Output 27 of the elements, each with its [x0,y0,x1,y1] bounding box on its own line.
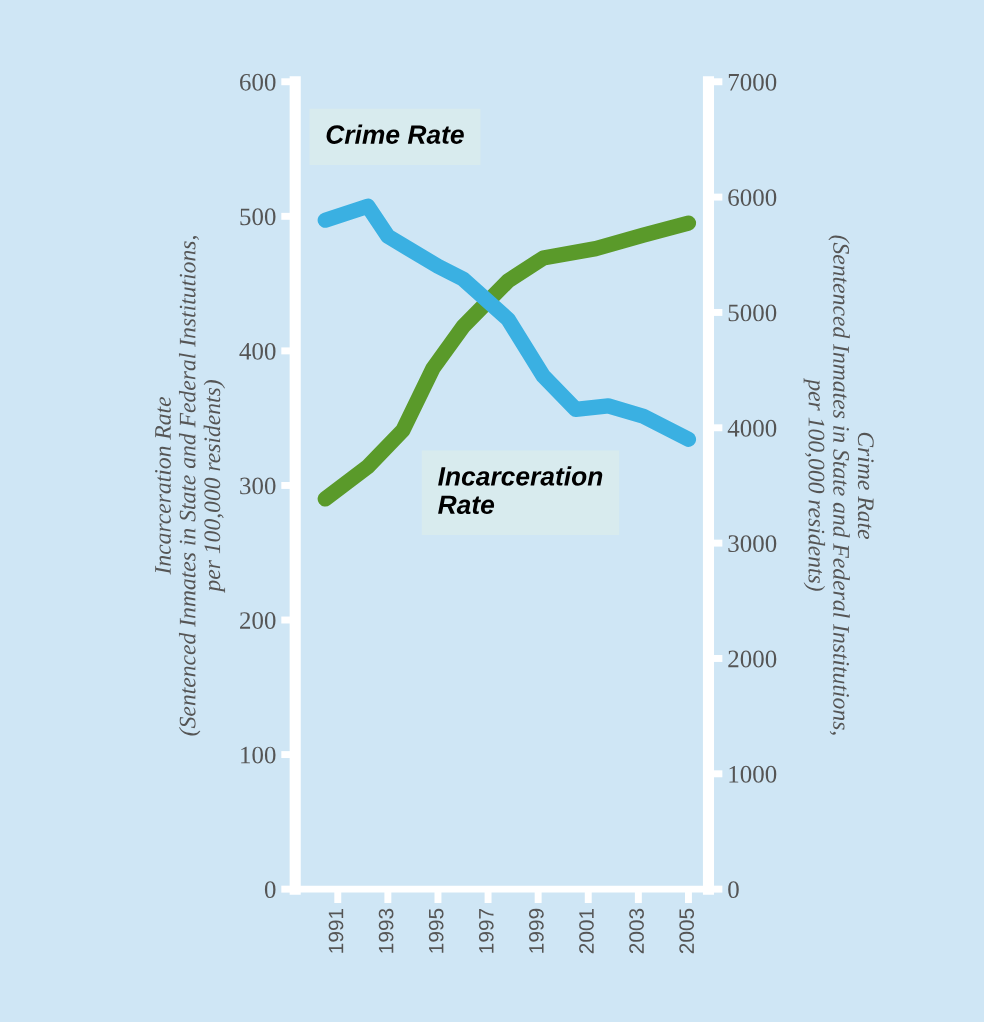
text: Crime Rate [326,124,464,144]
y2-tick-label: 5000 [728,304,777,322]
x-tick-label: 2005 [679,908,695,954]
y2-tick-label: 3000 [728,535,777,553]
x-tick-label: 1999 [529,908,544,953]
y2-axis-title: Crime Rate (Sentenced Inmates in State and Federal Institutions, per 100,000 residents) [803,235,874,735]
y-tick-label: 100 [241,746,276,764]
y-tick-label: 200 [240,612,276,629]
x-tick-label: 1997 [478,908,494,953]
series-label: Incarceration Rate [438,466,603,515]
x-tick-label: 2001 [579,908,594,954]
y2-tick-label: 7000 [728,73,777,91]
x-tick-label: 1995 [428,908,444,953]
y2-tick-label: 2000 [728,650,777,668]
y-axis-title: Incarceration Rate (Sentenced Inmates in State and Federal Institutions, per 100,000 residents) [155,236,226,736]
x-tick-label: 2003 [629,908,644,954]
y-tick-label: 300 [240,477,276,495]
y-tick-label: 400 [239,342,276,360]
y-tick-label: 500 [240,208,276,226]
y-tick-label: 600 [240,73,276,91]
y2-tick-label: 0 [728,881,739,899]
x-tick-label: 1991 [328,908,344,953]
y-tick-label: 0 [264,881,276,899]
x-tick-label: 1993 [378,908,394,953]
y2-tick-label: 4000 [727,419,777,437]
y2-tick-label: 1000 [729,765,777,783]
y2-tick-label: 6000 [728,189,777,207]
